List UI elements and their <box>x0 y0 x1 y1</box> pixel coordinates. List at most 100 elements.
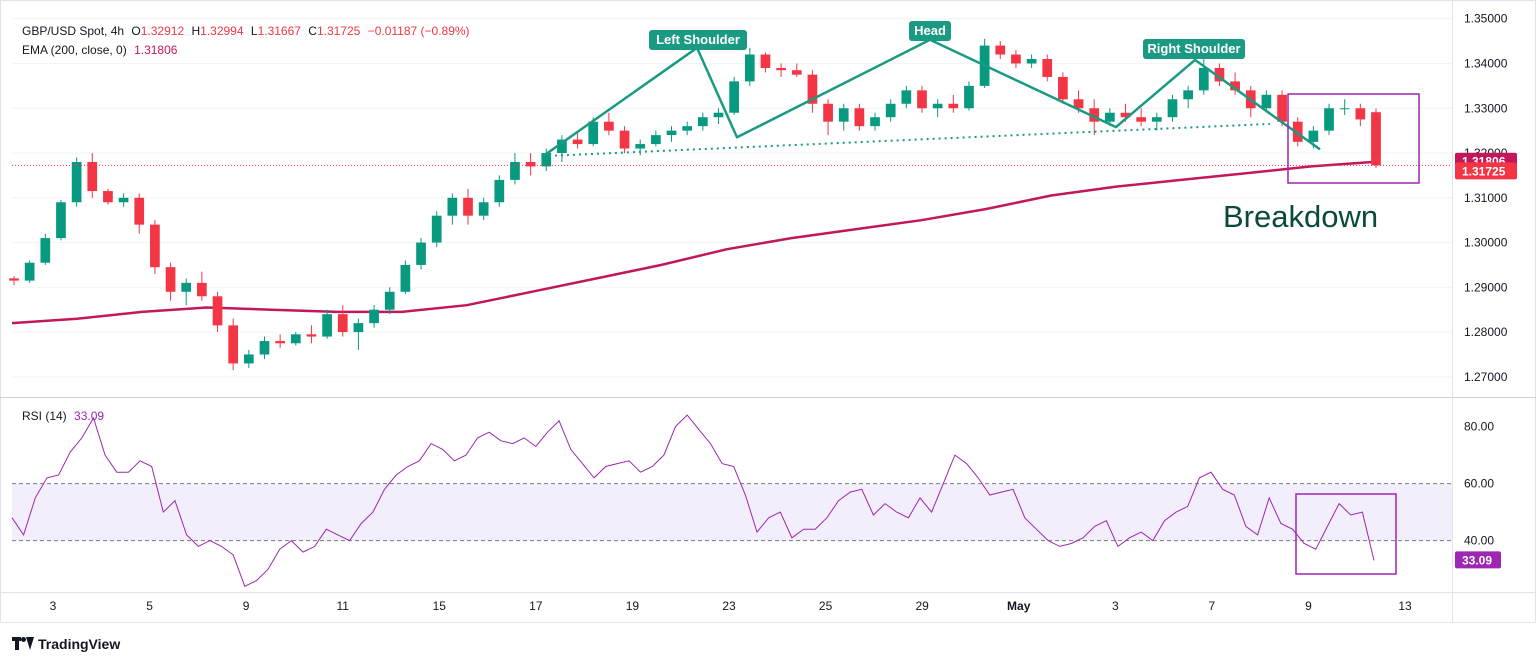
candle-body <box>1058 76 1068 100</box>
close-label: C <box>308 24 317 38</box>
candle-body <box>1089 108 1100 122</box>
candle-body <box>306 334 317 337</box>
candle-body <box>1167 99 1178 118</box>
tradingview-brand[interactable]: TradingView <box>12 636 120 652</box>
candle-body <box>791 70 802 75</box>
ohlc-legend: GBP/USD Spot, 4h O1.32912 H1.32994 L1.31… <box>22 24 474 38</box>
candle <box>384 287 395 315</box>
candle-body <box>1324 108 1334 131</box>
candle <box>760 52 771 73</box>
ema-legend[interactable]: EMA (200, close, 0) 1.31806 <box>22 43 181 57</box>
breakdown-label: Breakdown <box>1223 199 1378 234</box>
candle <box>838 103 849 131</box>
left-shoulder-label-bg <box>649 30 747 50</box>
symbol-label: GBP/USD Spot, 4h <box>22 24 125 38</box>
candle <box>212 291 223 333</box>
candle-body <box>150 224 160 268</box>
last-tag-bg <box>1455 162 1517 180</box>
candle <box>416 238 426 270</box>
candle <box>1277 90 1287 127</box>
candle <box>854 103 865 131</box>
rsi-legend[interactable]: RSI (14) 33.09 <box>22 409 108 423</box>
candle-body <box>525 161 536 167</box>
candle <box>71 157 82 207</box>
candle <box>447 193 458 225</box>
rsi-tick-label: 60.00 <box>1464 477 1494 491</box>
candle-body <box>322 314 332 337</box>
candle <box>118 193 129 207</box>
candle <box>1011 50 1021 68</box>
open-value: 1.32912 <box>140 24 185 38</box>
candle-body <box>964 85 974 109</box>
neckline-line <box>542 122 1271 158</box>
candle-body <box>932 103 943 109</box>
price-tick-label: 1.29000 <box>1464 280 1508 294</box>
ema-200-line <box>11 160 1377 325</box>
left-shoulder-label: Left Shoulder <box>649 30 747 50</box>
candle-body <box>494 179 505 203</box>
time-tick-label: 13 <box>1398 599 1412 613</box>
candle-body <box>1339 108 1350 110</box>
candle <box>337 305 348 337</box>
candle <box>306 325 317 344</box>
candle-body <box>165 267 176 292</box>
candle <box>494 175 505 207</box>
candle <box>744 47 755 86</box>
time-tick-label: 15 <box>433 599 447 613</box>
candle-body <box>1042 59 1053 77</box>
candle-body <box>87 161 98 192</box>
time-tick-label: 3 <box>50 599 57 613</box>
candle <box>729 76 739 115</box>
price-tick-label: 1.35000 <box>1464 12 1508 26</box>
candle <box>197 271 207 301</box>
price-tick-label: 1.31000 <box>1464 191 1508 205</box>
candle-body <box>557 139 567 154</box>
rsi-tag-label: 33.09 <box>1462 553 1492 567</box>
candle-body <box>243 354 254 364</box>
ema-label: EMA (200, close, 0) <box>22 43 127 57</box>
candle <box>901 85 912 109</box>
candle-body <box>635 144 646 149</box>
left-shoulder-label-text: Left Shoulder <box>656 32 740 47</box>
candle <box>1292 117 1303 147</box>
candle-body <box>384 291 395 310</box>
brand-name: TradingView <box>38 636 121 652</box>
candle-body <box>478 202 489 216</box>
price-tick-label: 1.28000 <box>1464 325 1508 339</box>
candle-body <box>447 197 458 216</box>
time-tick-label: 23 <box>722 599 736 613</box>
candle <box>1371 108 1381 168</box>
candle-body <box>197 282 207 297</box>
candle <box>682 121 693 136</box>
candle <box>604 112 614 136</box>
candle <box>870 112 880 131</box>
candle-body <box>463 197 473 216</box>
candle-body <box>713 112 724 118</box>
candle <box>275 334 285 348</box>
candle-body <box>275 341 285 344</box>
candle-body <box>948 103 959 109</box>
candle-body <box>1261 94 1272 109</box>
tradingview-logo-icon <box>12 637 34 651</box>
candle <box>259 336 270 359</box>
candle-body <box>588 121 599 145</box>
candle-body <box>1026 59 1037 64</box>
candle-body <box>1105 112 1115 122</box>
candle-body <box>682 126 693 131</box>
candle <box>1058 72 1068 104</box>
pattern-overlay: Left Shoulder Head Right Shoulder Breakdown <box>542 21 1420 575</box>
candle <box>1042 54 1053 82</box>
time-tick-label: 11 <box>336 599 349 613</box>
candle <box>1230 72 1240 95</box>
candle <box>150 220 160 274</box>
candle-body <box>400 264 411 292</box>
candle-body <box>1011 54 1021 64</box>
candle <box>24 260 35 283</box>
candle-body <box>1073 99 1084 109</box>
candle <box>9 276 19 286</box>
candle-body <box>431 215 442 243</box>
candle-body <box>870 117 880 127</box>
candle-body <box>838 108 849 122</box>
right-shoulder-label-text: Right Shoulder <box>1147 41 1240 56</box>
